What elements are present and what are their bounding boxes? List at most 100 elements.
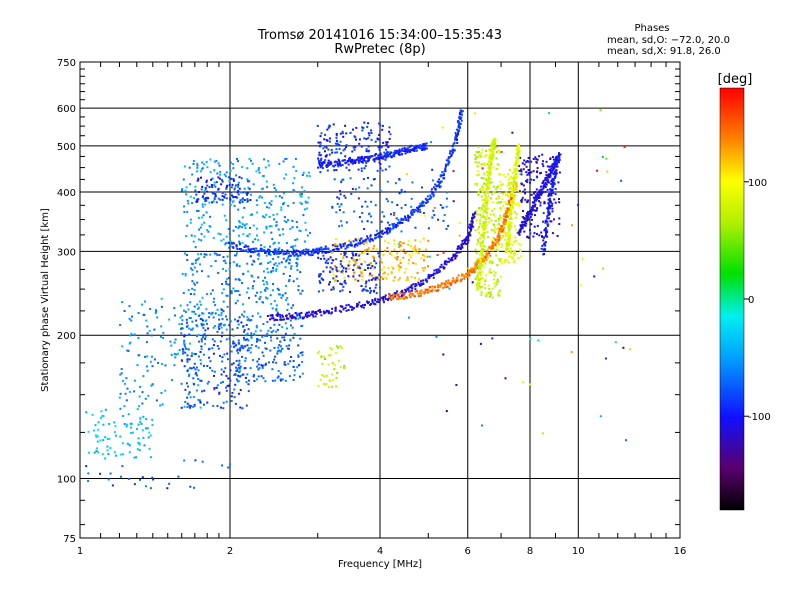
echo-point <box>557 158 560 161</box>
echo-point <box>232 229 235 232</box>
echo-point <box>476 278 479 280</box>
echo-point <box>625 439 627 442</box>
echo-point <box>378 122 380 125</box>
echo-point <box>481 148 484 151</box>
echo-point <box>327 251 330 254</box>
echo-point <box>190 354 193 357</box>
echo-point <box>164 389 167 392</box>
echo-point <box>501 192 504 195</box>
echo-point <box>488 217 491 220</box>
echo-point <box>475 219 478 222</box>
echo-point <box>186 354 189 357</box>
echo-point <box>558 201 561 204</box>
echo-point <box>447 162 450 164</box>
echo-point <box>510 176 513 179</box>
echo-point <box>378 301 380 304</box>
echo-point <box>484 258 487 261</box>
echo-point <box>483 206 486 209</box>
echo-point <box>226 318 229 321</box>
echo-point <box>390 213 392 216</box>
echo-point <box>362 178 365 181</box>
echo-point <box>241 373 244 376</box>
echo-point <box>327 310 330 313</box>
echo-point <box>138 354 141 357</box>
echo-point <box>217 176 220 179</box>
echo-point <box>471 216 473 219</box>
echo-point <box>478 278 481 281</box>
echo-point <box>498 237 501 240</box>
echo-point <box>487 160 490 163</box>
echo-point <box>543 185 546 187</box>
echo-point <box>459 251 462 253</box>
echo-point <box>442 177 445 180</box>
echo-point <box>285 242 288 245</box>
echo-point <box>322 289 325 292</box>
echo-point <box>377 154 380 157</box>
echo-point <box>512 240 515 243</box>
echo-point <box>173 353 176 355</box>
echo-point <box>429 286 432 289</box>
echo-point <box>533 204 536 207</box>
echo-point <box>120 475 122 478</box>
echo-point <box>119 453 122 456</box>
echo-point <box>623 145 626 148</box>
echo-point <box>354 136 357 139</box>
echo-point <box>550 188 553 191</box>
echo-point <box>489 291 492 293</box>
echo-point <box>257 312 260 315</box>
echo-point <box>415 144 418 147</box>
echo-point <box>599 109 602 112</box>
echo-point <box>331 151 334 154</box>
echo-point <box>519 191 522 194</box>
echo-point <box>296 366 299 369</box>
echo-point <box>220 406 222 409</box>
echo-point <box>432 276 435 279</box>
x-tick-label: 4 <box>377 546 383 557</box>
echo-point <box>556 165 559 168</box>
echo-point <box>273 251 276 254</box>
echo-point <box>385 144 388 147</box>
echo-point <box>197 238 200 241</box>
echo-point <box>248 319 251 322</box>
echo-point <box>466 275 469 278</box>
echo-point <box>251 285 254 287</box>
echo-point <box>351 188 354 190</box>
echo-point <box>270 339 273 342</box>
echo-point <box>257 252 260 255</box>
echo-point <box>211 369 214 372</box>
echo-point <box>488 295 491 298</box>
echo-point <box>483 255 486 258</box>
echo-point <box>184 189 187 192</box>
echo-point <box>490 260 493 263</box>
echo-point <box>273 319 276 322</box>
echo-point <box>386 151 389 154</box>
echo-point <box>410 284 413 287</box>
echo-point <box>361 212 364 214</box>
echo-point <box>476 286 479 289</box>
echo-point <box>222 256 225 259</box>
echo-point <box>487 192 489 194</box>
echo-point <box>145 341 148 344</box>
echo-point <box>426 199 429 202</box>
echo-point <box>160 297 163 300</box>
echo-point <box>407 150 410 153</box>
echo-point <box>367 137 370 140</box>
echo-point <box>484 245 486 248</box>
echo-point <box>241 407 244 410</box>
echo-point <box>393 242 396 245</box>
echo-point <box>557 161 560 164</box>
echo-point <box>196 374 199 377</box>
echo-point <box>546 188 549 191</box>
echo-point <box>461 242 464 245</box>
echo-point <box>493 242 495 245</box>
echo-point <box>170 353 173 356</box>
echo-point <box>336 161 338 163</box>
echo-point <box>219 170 222 173</box>
echo-point <box>235 290 238 293</box>
echo-point <box>485 256 487 259</box>
echo-point <box>211 186 214 188</box>
echo-point <box>220 239 223 242</box>
echo-point <box>151 365 154 368</box>
echo-point <box>136 364 139 367</box>
echo-point <box>231 242 234 245</box>
